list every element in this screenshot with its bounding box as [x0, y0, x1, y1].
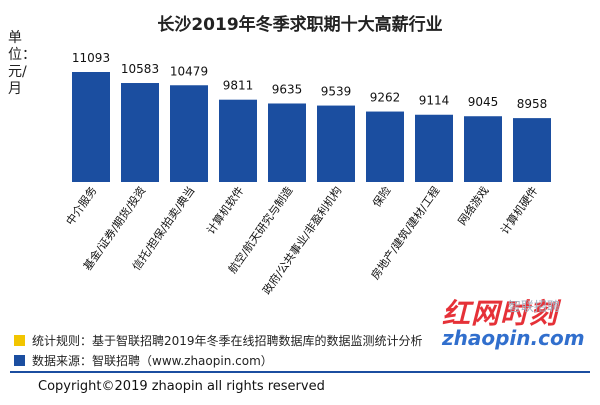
footer-divider — [10, 371, 590, 373]
bar-value-label-8: 9114 — [419, 94, 450, 108]
bar-10 — [513, 118, 551, 182]
bar-4 — [219, 99, 257, 182]
bar-value-label-2: 10583 — [121, 62, 159, 76]
bar-1 — [72, 72, 110, 182]
bar-value-label-10: 8958 — [517, 97, 548, 111]
chart-title: 长沙2019年冬季求职期十大高薪行业 — [157, 15, 443, 35]
bar-value-label-5: 9635 — [272, 82, 303, 96]
copyright-text: Copyright©2019 zhaopin all rights reserv… — [38, 379, 325, 394]
bar-value-label-3: 10479 — [170, 64, 208, 78]
bar-value-label-6: 9539 — [321, 85, 352, 99]
bar-5 — [268, 103, 306, 182]
x-tick-label-1: 中介服务 — [64, 184, 100, 227]
note-rules-swatch — [14, 335, 25, 346]
bar-chart: 11093中介服务10583基金/证券/期货/投资10479信托/担保/拍卖/典… — [64, 51, 551, 297]
watermark-logo: 红网时刻 智联招聘 zhaopin.com — [442, 292, 592, 356]
logo-bottom-text: zhaopin.com — [442, 326, 585, 350]
bar-value-label-9: 9045 — [468, 95, 499, 109]
bar-9 — [464, 116, 502, 182]
x-tick-label-6: 政府/公共事业/非盈利机构 — [259, 184, 344, 297]
bar-value-label-4: 9811 — [223, 79, 254, 93]
logo-top-text: 红网时刻 — [442, 297, 559, 330]
bar-value-label-1: 11093 — [72, 51, 110, 65]
bar-3 — [170, 85, 208, 182]
bar-6 — [317, 105, 355, 182]
bar-7 — [366, 111, 404, 182]
x-tick-label-10: 计算机硬件 — [497, 184, 540, 237]
notes-legend: 统计规则：基于智联招聘2019年冬季在线招聘数据库的数据监测统计分析 数据来源：… — [14, 331, 423, 371]
bar-2 — [121, 83, 159, 182]
x-tick-label-9: 网络游戏 — [455, 184, 492, 228]
note-source-text: 数据来源：智联招聘（www.zhaopin.com） — [32, 354, 273, 368]
x-tick-label-7: 保险 — [369, 184, 393, 210]
bar-value-label-7: 9262 — [370, 91, 401, 105]
logo-mid-text: 智联招聘 — [508, 300, 561, 315]
x-tick-label-4: 计算机软件 — [203, 184, 246, 237]
note-rules-text: 统计规则：基于智联招聘2019年冬季在线招聘数据库的数据监测统计分析 — [32, 334, 423, 348]
note-source-swatch — [14, 355, 25, 366]
note-rules: 统计规则：基于智联招聘2019年冬季在线招聘数据库的数据监测统计分析 — [14, 331, 423, 351]
bar-8 — [415, 114, 453, 182]
note-source: 数据来源：智联招聘（www.zhaopin.com） — [14, 351, 423, 371]
